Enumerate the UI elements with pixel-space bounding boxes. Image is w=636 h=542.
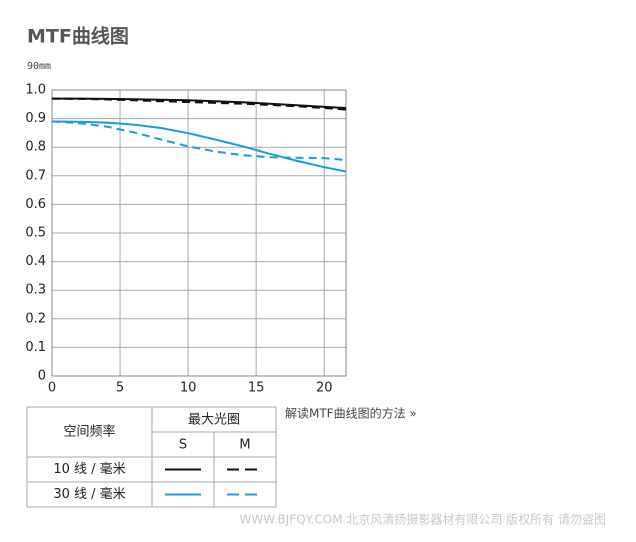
y-tick-label: 0.7 <box>25 168 46 183</box>
plot-frame <box>51 89 347 377</box>
chart-subtitle: 90mm <box>27 61 51 72</box>
y-tick-label: 0.4 <box>25 254 46 269</box>
table-header: 最大光圈 <box>188 413 240 428</box>
x-tick-label: 10 <box>180 381 197 396</box>
chart-title: MTF曲线图 <box>27 25 129 48</box>
y-tick-label: 0.8 <box>25 140 46 155</box>
y-tick-label: 0.9 <box>25 111 46 126</box>
watermark: WWW.BJFQY.COM 北京风清扬摄影器材有限公司 版权所有 请勿盗图 <box>240 512 607 527</box>
y-tick-label: 0.6 <box>25 197 46 212</box>
table-column: S <box>179 438 187 453</box>
y-tick-label: 0.3 <box>25 283 46 298</box>
table-row-label: 10 线 / 毫米 <box>53 461 125 477</box>
x-tick-label: 0 <box>48 381 56 396</box>
line <box>51 97 347 111</box>
line <box>52 97 347 109</box>
y-tick-label: 0.2 <box>25 311 46 326</box>
x-tick-label: 15 <box>248 381 265 396</box>
y-tick-label: 0.1 <box>25 340 46 355</box>
table-header: 空间频率 <box>63 424 115 440</box>
line <box>51 120 347 173</box>
y-tick-label: 0 <box>38 369 46 384</box>
table-row-label: 30 线 / 毫米 <box>53 486 125 502</box>
x-tick-label: 5 <box>116 381 124 396</box>
table-column: M <box>239 438 250 453</box>
link[interactable]: 解读MTF曲线图的方法 » <box>285 406 417 421</box>
line <box>51 120 347 162</box>
x-tick-label: 20 <box>316 381 333 396</box>
y-tick-label: 0.5 <box>25 226 46 241</box>
y-tick-label: 1.0 <box>25 83 46 98</box>
